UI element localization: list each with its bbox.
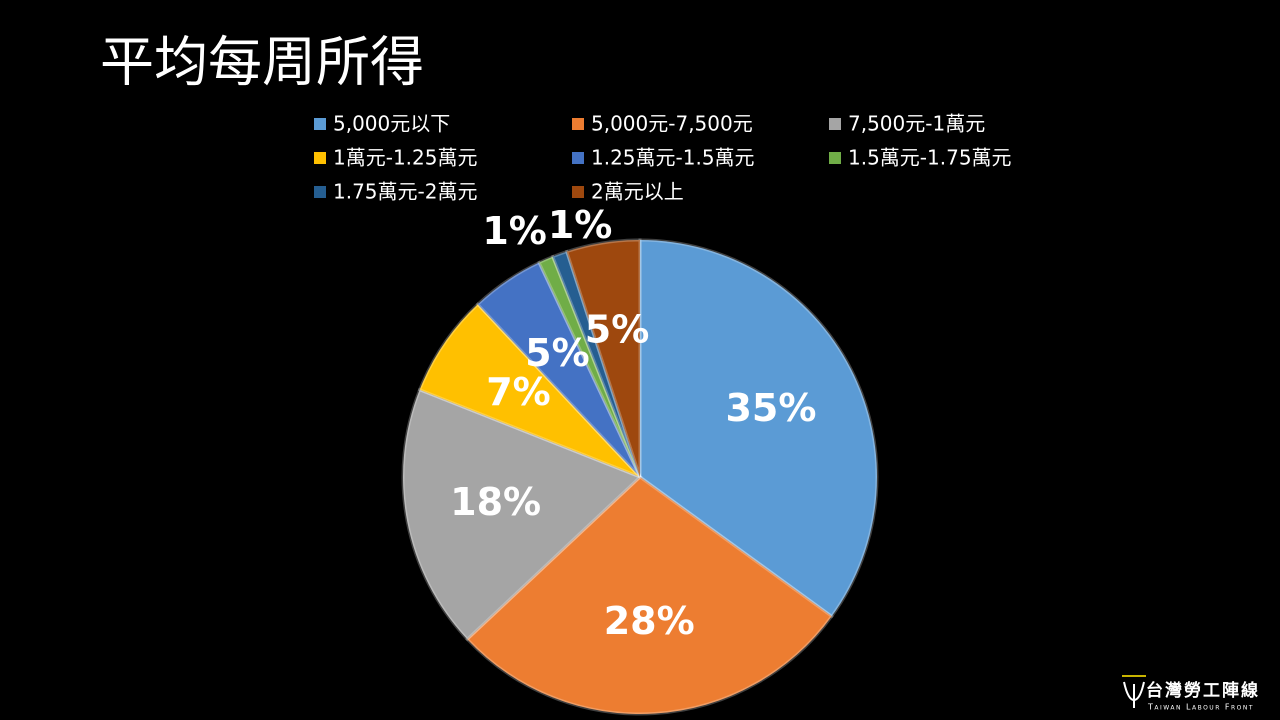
- data-label: 28%: [604, 599, 695, 643]
- pie-slice: [537, 254, 642, 478]
- data-label: 7%: [486, 370, 551, 414]
- logo-subtitle: Taiwan Labour Front: [1147, 703, 1254, 712]
- logo-icon: [1123, 681, 1145, 708]
- pie-slice: [465, 475, 834, 716]
- data-label: 35%: [725, 386, 816, 430]
- legend-label: 5,000元以下: [333, 112, 450, 136]
- legend-label: 1.5萬元-1.75萬元: [848, 146, 1012, 170]
- data-label: 1%: [482, 209, 547, 253]
- legend-label: 1.25萬元-1.5萬元: [591, 146, 755, 170]
- pie-slice: [401, 387, 643, 642]
- legend-label: 1萬元-1.25萬元: [333, 146, 477, 170]
- logo-name: 台灣勞工陣線: [1146, 680, 1260, 701]
- legend-swatch: [314, 152, 326, 164]
- pie-slice: [475, 260, 642, 479]
- legend-swatch: [829, 118, 841, 130]
- data-label: 5%: [585, 307, 650, 351]
- pie-slice: [550, 249, 642, 478]
- data-label: 5%: [525, 331, 590, 375]
- legend-swatch: [314, 186, 326, 198]
- legend-label: 7,500元-1萬元: [848, 112, 985, 136]
- legend-swatch: [572, 152, 584, 164]
- legend-swatch: [572, 186, 584, 198]
- legend-label: 1.75萬元-2萬元: [333, 180, 477, 204]
- legend-swatch: [572, 118, 584, 130]
- data-label: 18%: [450, 480, 541, 524]
- legend-label: 2萬元以上: [591, 180, 684, 204]
- chart-title: 平均每周所得: [100, 31, 424, 94]
- pie-slice: [638, 238, 879, 619]
- legend-label: 5,000元-7,500元: [591, 112, 753, 136]
- legend-swatch: [314, 118, 326, 130]
- data-label: 1%: [548, 203, 613, 247]
- logo: 台灣勞工陣線 Taiwan Labour Front: [1122, 675, 1260, 712]
- legend-swatch: [829, 152, 841, 164]
- pie-slice: [564, 238, 642, 478]
- pie-slice: [417, 302, 642, 479]
